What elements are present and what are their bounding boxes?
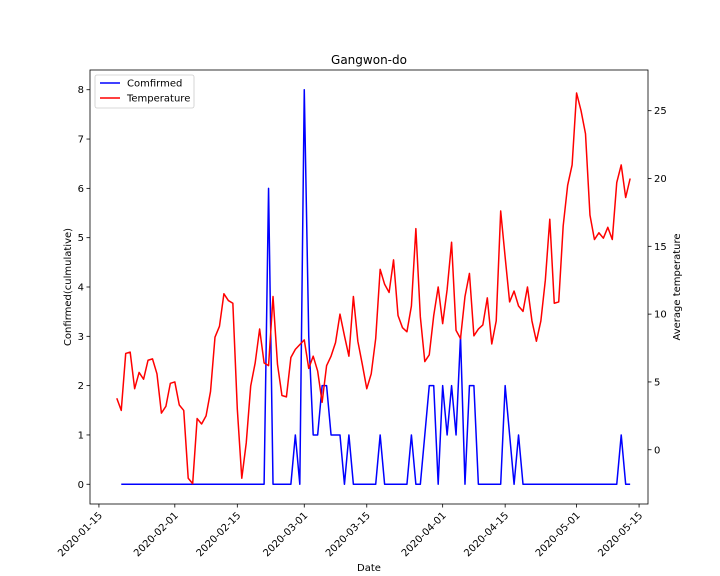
y-left-tick-label: 1 bbox=[78, 430, 84, 441]
x-tick-label: 2020-04-01 bbox=[400, 510, 449, 559]
y-axis-left-label: Confirmed(culmulative) bbox=[63, 228, 74, 346]
x-tick-label: 2020-04-15 bbox=[462, 510, 511, 559]
y-left-tick-label: 4 bbox=[78, 283, 84, 294]
y-left-tick-label: 7 bbox=[78, 135, 84, 146]
y-right-tick-label: 5 bbox=[654, 377, 660, 388]
x-axis: 2020-01-15 2020-02-01 2020-02-15 2020-03-01… bbox=[56, 504, 645, 559]
y-left-tick-label: 6 bbox=[78, 184, 84, 195]
x-axis-label: Date bbox=[357, 563, 381, 574]
series-line-comfirmed bbox=[121, 88, 631, 486]
x-tick-label: 2020-05-15 bbox=[596, 510, 645, 559]
y-right-tick-label: 15 bbox=[654, 242, 667, 253]
plot-frame bbox=[89, 69, 649, 505]
y-axis-left: 0 1 2 3 4 5 6 7 8 bbox=[78, 85, 90, 491]
legend-label-temperature: Temperature bbox=[126, 94, 190, 105]
x-tick-label: 2020-05-01 bbox=[534, 510, 583, 559]
y-left-tick-label: 0 bbox=[78, 480, 84, 491]
y-right-tick-label: 10 bbox=[654, 310, 667, 321]
x-tick-label: 2020-02-15 bbox=[195, 510, 244, 559]
y-left-tick-label: 2 bbox=[78, 381, 84, 392]
y-axis-right-label: Average temperature bbox=[672, 233, 683, 340]
y-right-tick-label: 0 bbox=[654, 445, 660, 456]
series-line-temperature bbox=[116, 92, 631, 485]
y-left-tick-label: 5 bbox=[78, 233, 84, 244]
chart-title: Gangwon-do bbox=[331, 53, 407, 67]
y-left-tick-label: 8 bbox=[78, 85, 84, 96]
y-right-tick-label: 25 bbox=[654, 106, 667, 117]
legend: Comfirmed Temperature bbox=[94, 74, 195, 109]
y-right-tick-label: 20 bbox=[654, 174, 667, 185]
x-tick-label: 2020-03-01 bbox=[262, 510, 311, 559]
x-tick-label: 2020-03-15 bbox=[324, 510, 373, 559]
legend-label-comfirmed: Comfirmed bbox=[127, 79, 182, 90]
plot-area bbox=[89, 69, 649, 505]
x-tick-label: 2020-01-15 bbox=[56, 510, 105, 559]
y-axis-right: 0 5 10 15 20 25 bbox=[648, 106, 667, 456]
y-left-tick-label: 3 bbox=[78, 332, 84, 343]
x-tick-label: 2020-02-01 bbox=[132, 510, 181, 559]
